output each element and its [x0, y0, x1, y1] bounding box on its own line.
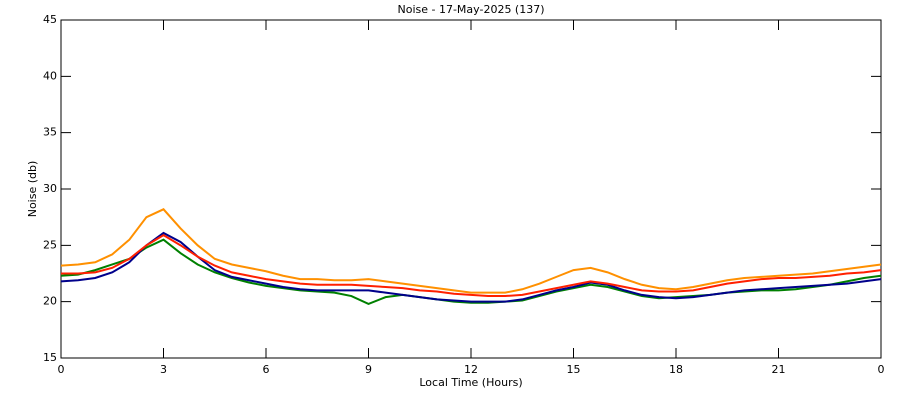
y-axis-label: Noise (db)	[26, 161, 39, 218]
y-tick-label: 25	[43, 238, 57, 251]
x-tick-label: 0	[878, 363, 885, 376]
y-tick-label: 15	[43, 351, 57, 364]
y-tick-label: 45	[43, 13, 57, 26]
y-tick-label: 35	[43, 126, 57, 139]
x-tick-label: 21	[772, 363, 786, 376]
x-tick-label: 12	[464, 363, 478, 376]
data-line	[61, 234, 882, 298]
x-tick-label: 0	[58, 363, 65, 376]
data-line	[60, 208, 882, 294]
plot-frame	[60, 19, 882, 359]
y-tick-label: 40	[43, 69, 57, 82]
x-tick-label: 15	[567, 363, 581, 376]
x-tick-label: 9	[365, 363, 372, 376]
x-axis-label: Local Time (Hours)	[419, 376, 522, 389]
x-tick-label: 6	[263, 363, 270, 376]
chart-title: Noise - 17-May-2025 (137)	[397, 3, 544, 16]
y-tick-label: 20	[43, 295, 57, 308]
x-tick-label: 3	[160, 363, 167, 376]
y-tick-label: 30	[43, 182, 57, 195]
x-tick-label: 18	[669, 363, 683, 376]
data-line	[60, 238, 882, 306]
